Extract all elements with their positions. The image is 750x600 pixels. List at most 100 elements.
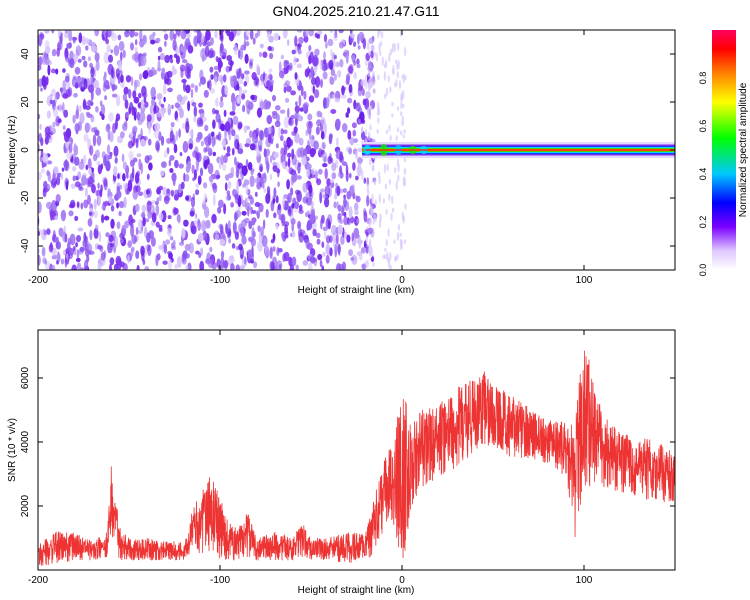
noise-speckle [237, 122, 243, 130]
noise-speckle [389, 134, 392, 142]
noise-speckle [325, 42, 328, 49]
noise-speckle [52, 105, 59, 118]
noise-speckle [101, 113, 105, 121]
noise-speckle [51, 30, 55, 34]
noise-speckle [138, 92, 142, 99]
noise-speckle [153, 128, 160, 139]
noise-speckle [261, 173, 267, 180]
noise-speckle [49, 60, 52, 65]
noise-speckle [241, 165, 248, 177]
noise-speckle [400, 92, 403, 100]
noise-speckle [179, 108, 184, 119]
noise-speckle [298, 232, 305, 243]
noise-speckle [376, 128, 379, 135]
noise-speckle [327, 156, 333, 165]
noise-speckle [391, 195, 394, 205]
noise-speckle [143, 135, 148, 141]
noise-speckle [270, 239, 275, 244]
noise-speckle [286, 179, 290, 190]
noise-speckle [70, 183, 76, 190]
noise-speckle [76, 76, 83, 83]
noise-speckle [76, 262, 82, 270]
noise-speckle [283, 194, 289, 200]
noise-speckle [185, 265, 189, 270]
noise-speckle [360, 126, 364, 133]
noise-speckle [90, 89, 94, 101]
noise-speckle [375, 52, 379, 62]
noise-speckle [58, 103, 62, 112]
noise-speckle [367, 64, 374, 73]
noise-speckle [244, 217, 250, 224]
noise-speckle [174, 189, 180, 196]
noise-speckle [195, 166, 199, 172]
noise-speckle [68, 30, 73, 42]
noise-speckle [363, 210, 368, 223]
noise-speckle [284, 161, 289, 167]
noise-speckle [162, 260, 168, 265]
noise-speckle [301, 155, 307, 166]
noise-speckle [77, 227, 84, 232]
x-tick-label: 0 [399, 275, 405, 286]
noise-speckle [83, 133, 89, 143]
noise-speckle [367, 107, 370, 117]
noise-speckle [144, 245, 148, 256]
noise-speckle [396, 70, 399, 79]
noise-speckle [296, 30, 303, 33]
noise-speckle [158, 224, 163, 229]
noise-speckle [316, 178, 322, 186]
noise-speckle [110, 218, 115, 229]
noise-speckle [230, 76, 236, 88]
noise-speckle [280, 213, 286, 224]
noise-speckle [352, 162, 356, 171]
noise-speckle [221, 163, 227, 171]
noise-speckle [316, 33, 321, 39]
noise-speckle [78, 161, 85, 170]
noise-speckle [364, 229, 369, 235]
noise-speckle [322, 251, 326, 257]
noise-speckle [372, 88, 376, 94]
noise-speckle [171, 65, 176, 76]
noise-speckle [130, 76, 134, 87]
noise-speckle [237, 162, 244, 170]
noise-speckle [381, 56, 384, 67]
noise-speckle [367, 83, 371, 92]
noise-speckle [193, 35, 199, 47]
noise-speckle [205, 257, 211, 265]
noise-speckle [142, 259, 146, 266]
noise-speckle [38, 56, 43, 66]
noise-speckle [345, 113, 349, 118]
noise-speckle [234, 156, 237, 166]
noise-speckle [132, 126, 138, 132]
noise-speckle [334, 30, 338, 39]
noise-speckle [103, 179, 108, 191]
noise-speckle [384, 254, 387, 260]
noise-speckle [291, 49, 296, 55]
signal-core [365, 149, 675, 151]
noise-speckle [79, 246, 85, 252]
noise-speckle [190, 220, 195, 233]
noise-speckle [117, 34, 122, 41]
noise-speckle [356, 63, 361, 69]
noise-speckle [259, 166, 263, 172]
noise-speckle [40, 87, 43, 92]
noise-speckle [40, 148, 44, 158]
noise-speckle [180, 68, 184, 79]
noise-speckle [51, 264, 56, 270]
noise-speckle [141, 54, 147, 66]
noise-speckle [38, 201, 42, 214]
noise-speckle [168, 252, 173, 260]
noise-speckle [214, 30, 218, 39]
noise-speckle [197, 175, 202, 186]
noise-speckle [350, 33, 356, 39]
noise-speckle [219, 35, 224, 41]
noise-speckle [315, 126, 320, 135]
noise-speckle [294, 201, 300, 210]
noise-speckle [295, 264, 299, 270]
noise-speckle [366, 183, 369, 192]
noise-speckle [282, 30, 288, 39]
noise-speckle [113, 145, 119, 157]
colorbar: 0.0 0.2 0.4 0.6 0.8 Normalized spectral ampl… [698, 30, 749, 276]
noise-speckle [276, 113, 280, 123]
noise-speckle [267, 101, 271, 107]
x-tick-label: -200 [28, 275, 48, 286]
